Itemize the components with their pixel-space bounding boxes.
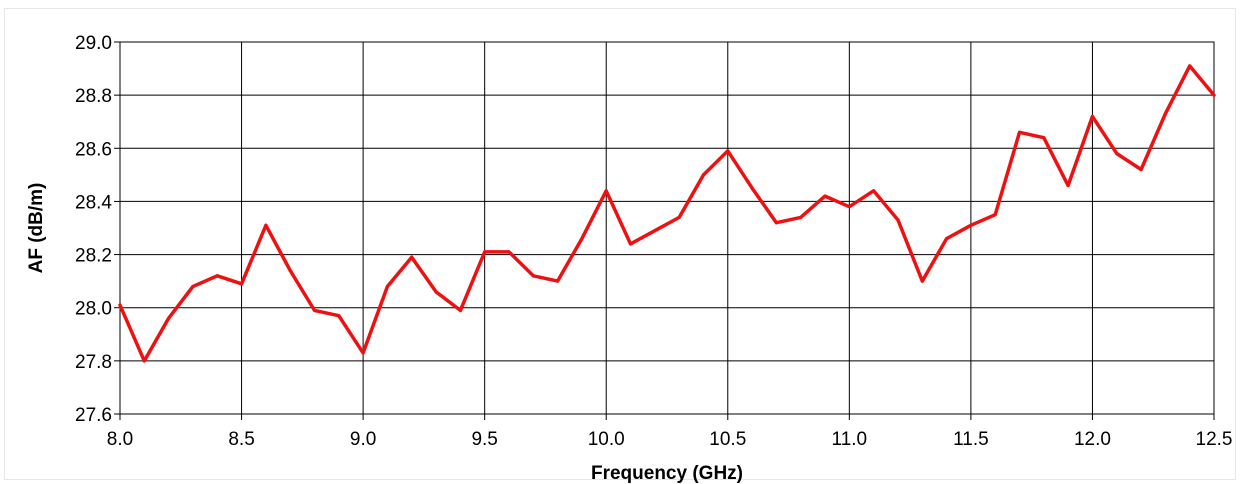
x-tick-label: 12.5	[1196, 429, 1233, 450]
x-tick-label: 12.0	[1074, 429, 1111, 450]
data-point	[774, 221, 778, 225]
data-point	[1066, 183, 1070, 187]
data-point	[701, 173, 705, 177]
data-point	[434, 290, 438, 294]
x-tick-label: 9.0	[350, 429, 376, 450]
data-point	[385, 284, 389, 288]
data-point	[556, 279, 560, 283]
data-point	[750, 186, 754, 190]
data-point	[799, 215, 803, 219]
data-point	[726, 149, 730, 153]
y-tick-labels: 27.6 27.8 28.0 28.2 28.4 28.6 28.8 29.0	[75, 33, 112, 426]
data-point	[142, 359, 146, 363]
y-tick-label: 28.6	[75, 139, 112, 160]
data-point	[677, 215, 681, 219]
y-tick-label: 28.4	[75, 192, 112, 213]
af-series-points	[118, 64, 1216, 363]
data-point	[896, 218, 900, 222]
data-point	[1163, 112, 1167, 116]
data-point	[969, 223, 973, 227]
data-point	[1115, 152, 1119, 156]
data-point	[410, 255, 414, 259]
data-point	[1188, 64, 1192, 68]
data-point	[847, 205, 851, 209]
data-point	[604, 189, 608, 193]
data-point	[580, 237, 584, 241]
data-point	[1090, 114, 1094, 118]
data-point	[1018, 130, 1022, 134]
y-tick-label: 27.6	[75, 405, 112, 426]
data-point	[240, 282, 244, 286]
x-tick-labels: 8.0 8.5 9.0 9.5 10.0 10.5 11.0 11.5 12.0 12.5	[107, 429, 1233, 450]
x-tick-label: 10.0	[588, 429, 625, 450]
data-point	[1212, 93, 1216, 97]
data-point	[1042, 136, 1046, 140]
data-point	[483, 250, 487, 254]
data-point	[920, 279, 924, 283]
data-point	[118, 303, 122, 307]
x-axis-title: Frequency (GHz)	[591, 463, 743, 484]
y-tick-label: 28.8	[75, 86, 112, 107]
data-point	[337, 314, 341, 318]
data-point	[653, 229, 657, 233]
data-point	[823, 194, 827, 198]
x-tick-label: 10.5	[709, 429, 746, 450]
data-point	[264, 223, 268, 227]
data-point	[191, 284, 195, 288]
data-point	[167, 316, 171, 320]
x-tick-label: 9.5	[471, 429, 497, 450]
data-point	[458, 308, 462, 312]
data-point	[531, 274, 535, 278]
data-point	[872, 189, 876, 193]
data-point	[215, 274, 219, 278]
data-point	[288, 269, 292, 273]
data-point	[312, 308, 316, 312]
plot-area	[119, 41, 1215, 415]
x-tick-label: 11.0	[832, 429, 868, 450]
chart-frame	[4, 8, 1236, 480]
y-axis-title: AF (dB/m)	[26, 183, 47, 274]
data-point	[507, 250, 511, 254]
grid-lines	[114, 41, 1215, 420]
y-tick-label: 28.0	[75, 299, 112, 320]
x-tick-label: 11.5	[953, 429, 989, 450]
x-tick-label: 8.5	[228, 429, 254, 450]
data-point	[993, 213, 997, 217]
af-series-line	[118, 64, 1216, 363]
data-point	[1139, 168, 1143, 172]
y-tick-label: 27.8	[75, 352, 112, 373]
data-point	[945, 237, 949, 241]
y-tick-label: 28.2	[75, 246, 112, 267]
data-point	[629, 242, 633, 246]
data-point	[361, 351, 365, 355]
x-tick-label: 8.0	[107, 429, 133, 450]
y-tick-label: 29.0	[75, 33, 112, 54]
